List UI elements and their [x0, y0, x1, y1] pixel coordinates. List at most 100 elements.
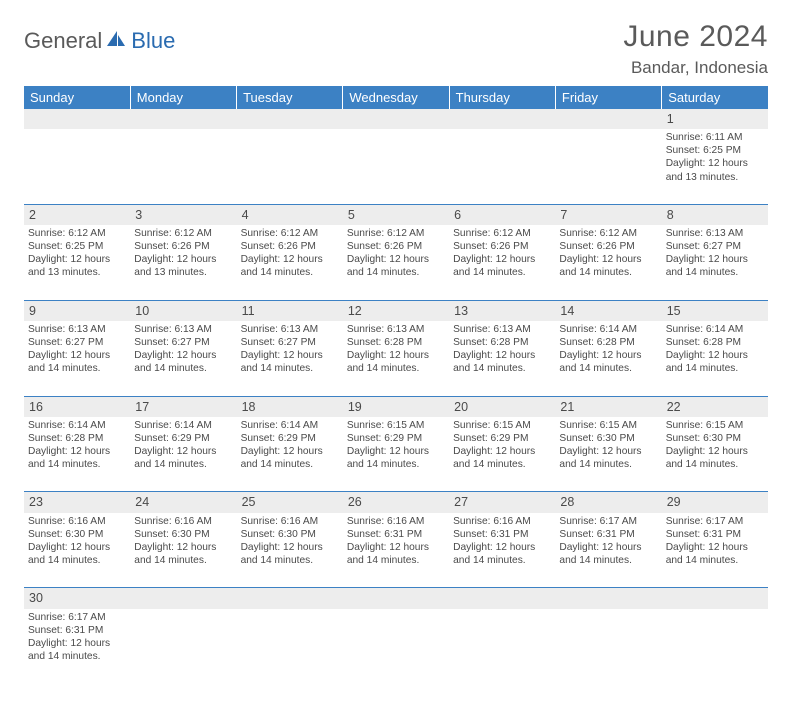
day-number: 16 [29, 400, 43, 414]
sunset-text: Sunset: 6:26 PM [241, 240, 339, 253]
daylight-text: Daylight: 12 hours [241, 253, 339, 266]
day-number: 11 [242, 304, 255, 318]
daynum-cell: 8 [662, 204, 768, 225]
day-cell: Sunrise: 6:13 AMSunset: 6:27 PMDaylight:… [130, 321, 236, 396]
daylight-text: Daylight: 12 hours [559, 541, 657, 554]
daynum-cell: 28 [555, 492, 661, 513]
sunrise-text: Sunrise: 6:16 AM [241, 515, 339, 528]
sunset-text: Sunset: 6:28 PM [347, 336, 445, 349]
day-number: 21 [560, 400, 574, 414]
weekday-header: Monday [130, 86, 236, 109]
sunrise-text: Sunrise: 6:13 AM [28, 323, 126, 336]
day-number: 6 [454, 208, 461, 222]
daylight-text: and 14 minutes. [241, 554, 339, 567]
sunrise-text: Sunrise: 6:12 AM [453, 227, 551, 240]
daylight-text: Daylight: 12 hours [453, 541, 551, 554]
weekday-header: Saturday [662, 86, 768, 109]
day-cell: Sunrise: 6:11 AMSunset: 6:25 PMDaylight:… [662, 129, 768, 204]
sunset-text: Sunset: 6:25 PM [28, 240, 126, 253]
sunset-text: Sunset: 6:28 PM [559, 336, 657, 349]
daylight-text: Daylight: 12 hours [347, 253, 445, 266]
day-cell [130, 129, 236, 204]
logo-text-blue: Blue [131, 28, 175, 54]
daynum-cell [555, 588, 661, 609]
sunrise-text: Sunrise: 6:14 AM [666, 323, 764, 336]
daylight-text: and 14 minutes. [241, 458, 339, 471]
daynum-cell: 10 [130, 300, 236, 321]
daylight-text: and 14 minutes. [453, 266, 551, 279]
weekday-header: Thursday [449, 86, 555, 109]
day-cell: Sunrise: 6:13 AMSunset: 6:27 PMDaylight:… [237, 321, 343, 396]
daynum-row: 9101112131415 [24, 300, 768, 321]
daynum-cell [130, 588, 236, 609]
sunset-text: Sunset: 6:28 PM [28, 432, 126, 445]
daylight-text: and 14 minutes. [28, 362, 126, 375]
sunset-text: Sunset: 6:26 PM [134, 240, 232, 253]
daynum-row: 16171819202122 [24, 396, 768, 417]
day-number: 28 [560, 495, 574, 509]
daylight-text: and 14 minutes. [453, 554, 551, 567]
daylight-text: Daylight: 12 hours [134, 253, 232, 266]
sunset-text: Sunset: 6:30 PM [134, 528, 232, 541]
day-cell: Sunrise: 6:14 AMSunset: 6:29 PMDaylight:… [237, 417, 343, 492]
daynum-cell [237, 109, 343, 129]
day-cell: Sunrise: 6:16 AMSunset: 6:31 PMDaylight:… [449, 513, 555, 588]
day-cell: Sunrise: 6:12 AMSunset: 6:26 PMDaylight:… [555, 225, 661, 300]
day-cell: Sunrise: 6:16 AMSunset: 6:30 PMDaylight:… [130, 513, 236, 588]
daylight-text: Daylight: 12 hours [666, 253, 764, 266]
daynum-cell: 20 [449, 396, 555, 417]
daylight-text: and 14 minutes. [241, 266, 339, 279]
month-title: June 2024 [623, 20, 768, 54]
daylight-text: Daylight: 12 hours [241, 445, 339, 458]
sunrise-text: Sunrise: 6:12 AM [28, 227, 126, 240]
day-cell: Sunrise: 6:17 AMSunset: 6:31 PMDaylight:… [662, 513, 768, 588]
sunset-text: Sunset: 6:29 PM [134, 432, 232, 445]
daynum-cell: 23 [24, 492, 130, 513]
calendar-table: Sunday Monday Tuesday Wednesday Thursday… [24, 86, 768, 684]
day-cell [343, 609, 449, 684]
sunrise-text: Sunrise: 6:11 AM [666, 131, 764, 144]
sunrise-text: Sunrise: 6:12 AM [241, 227, 339, 240]
daylight-text: and 14 minutes. [241, 362, 339, 375]
day-cell: Sunrise: 6:13 AMSunset: 6:27 PMDaylight:… [662, 225, 768, 300]
daynum-cell [449, 588, 555, 609]
daylight-text: and 14 minutes. [559, 266, 657, 279]
sunset-text: Sunset: 6:31 PM [347, 528, 445, 541]
sunrise-text: Sunrise: 6:12 AM [134, 227, 232, 240]
daynum-cell: 22 [662, 396, 768, 417]
daynum-cell: 6 [449, 204, 555, 225]
daylight-text: and 13 minutes. [666, 171, 764, 184]
sunset-text: Sunset: 6:25 PM [666, 144, 764, 157]
day-cell: Sunrise: 6:12 AMSunset: 6:26 PMDaylight:… [130, 225, 236, 300]
daylight-text: and 14 minutes. [28, 650, 126, 663]
location: Bandar, Indonesia [623, 58, 768, 78]
daylight-text: Daylight: 12 hours [666, 445, 764, 458]
daylight-text: Daylight: 12 hours [559, 253, 657, 266]
daylight-text: and 14 minutes. [559, 554, 657, 567]
daynum-cell: 30 [24, 588, 130, 609]
day-cell: Sunrise: 6:14 AMSunset: 6:29 PMDaylight:… [130, 417, 236, 492]
day-number: 14 [560, 304, 574, 318]
day-cell: Sunrise: 6:15 AMSunset: 6:29 PMDaylight:… [343, 417, 449, 492]
weekday-header: Wednesday [343, 86, 449, 109]
day-number: 12 [348, 304, 362, 318]
daylight-text: Daylight: 12 hours [28, 541, 126, 554]
daynum-cell [130, 109, 236, 129]
sunset-text: Sunset: 6:31 PM [28, 624, 126, 637]
day-number: 5 [348, 208, 355, 222]
sunrise-text: Sunrise: 6:14 AM [559, 323, 657, 336]
daynum-cell [449, 109, 555, 129]
day-number: 22 [667, 400, 681, 414]
sunset-text: Sunset: 6:28 PM [666, 336, 764, 349]
daylight-text: and 14 minutes. [666, 266, 764, 279]
daylight-text: and 14 minutes. [134, 458, 232, 471]
daynum-cell [555, 109, 661, 129]
daylight-text: Daylight: 12 hours [559, 349, 657, 362]
sunset-text: Sunset: 6:30 PM [28, 528, 126, 541]
daylight-text: Daylight: 12 hours [559, 445, 657, 458]
weekday-header-row: Sunday Monday Tuesday Wednesday Thursday… [24, 86, 768, 109]
day-number: 19 [348, 400, 362, 414]
title-block: June 2024 Bandar, Indonesia [623, 20, 768, 78]
daynum-cell: 13 [449, 300, 555, 321]
sunset-text: Sunset: 6:31 PM [559, 528, 657, 541]
